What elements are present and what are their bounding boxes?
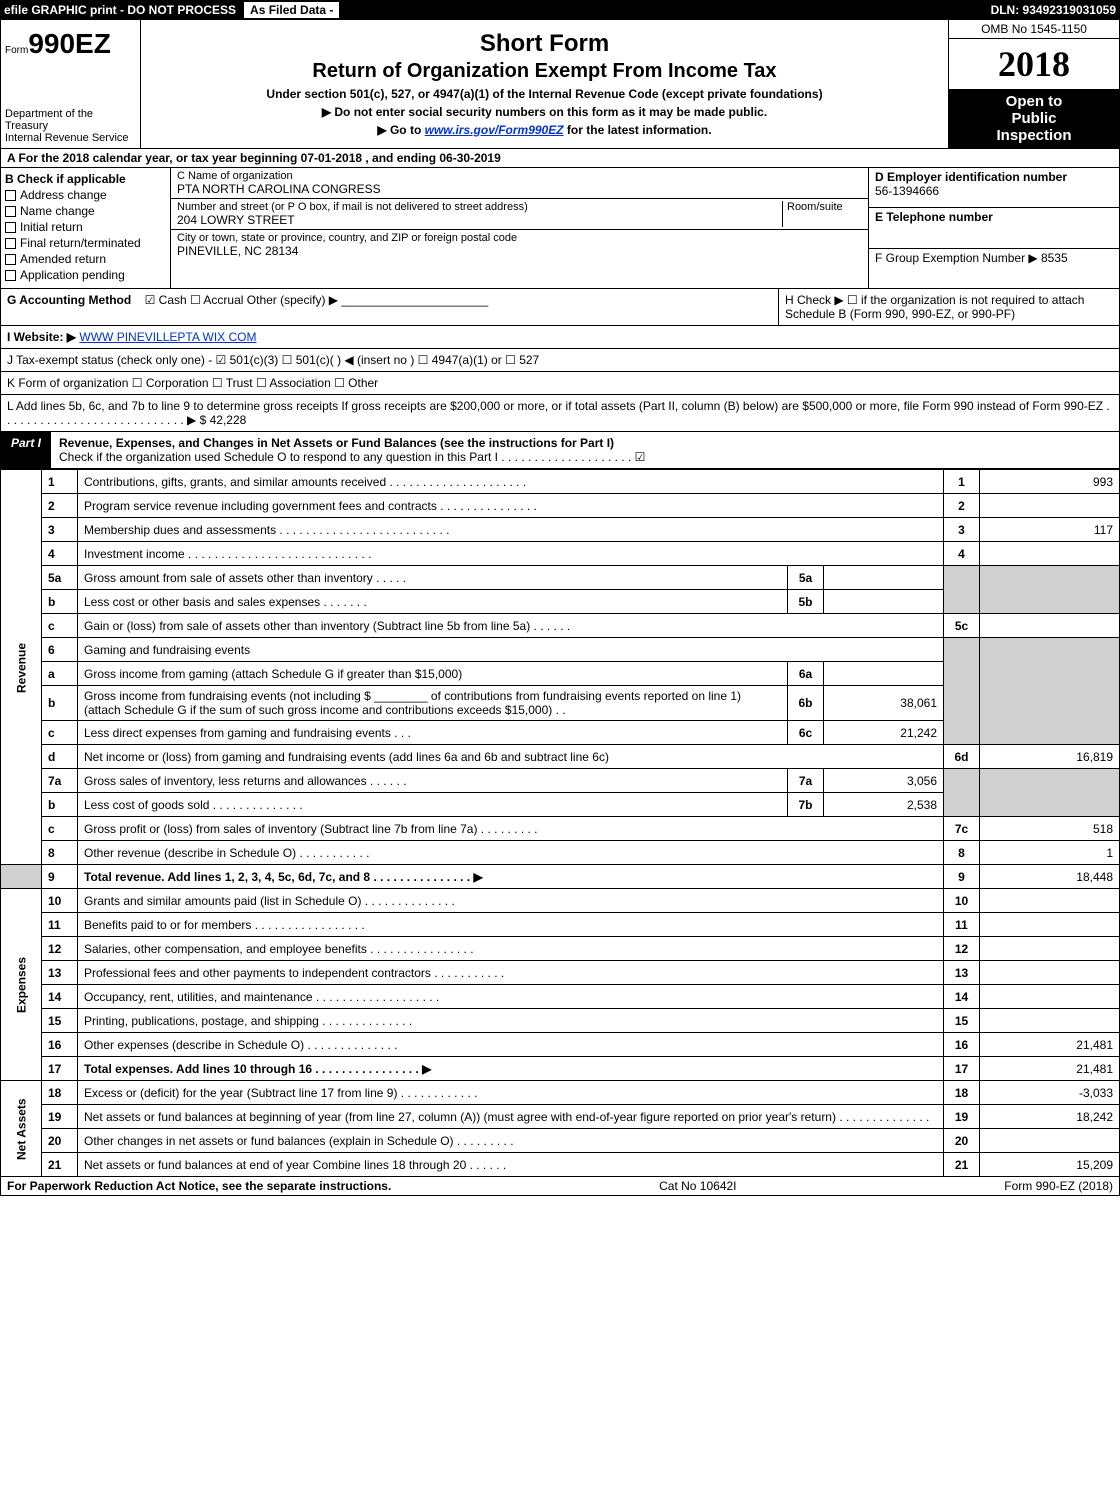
g-label: G Accounting Method (7, 293, 131, 307)
form-prefix: Form (5, 45, 28, 56)
side-revenue: Revenue (1, 470, 42, 865)
form-header: Form990EZ Department of the Treasury Int… (0, 20, 1120, 149)
footer-left: For Paperwork Reduction Act Notice, see … (7, 1179, 391, 1193)
check-amended[interactable]: Amended return (5, 252, 166, 266)
part-i-title: Revenue, Expenses, and Changes in Net As… (59, 436, 614, 450)
side-net-assets: Net Assets (1, 1081, 42, 1177)
section-b: B Check if applicable Address change Nam… (1, 168, 171, 288)
footer-right: Form 990-EZ (2018) (1004, 1179, 1113, 1193)
g-h-row: G Accounting Method ☑ Cash ☐ Accrual Oth… (0, 289, 1120, 326)
city: PINEVILLE, NC 28134 (177, 244, 862, 258)
c-name-label: C Name of organization (177, 170, 862, 182)
h-note: H Check ▶ ☐ if the organization is not r… (779, 289, 1119, 325)
street: 204 LOWRY STREET (177, 213, 782, 227)
check-initial[interactable]: Initial return (5, 220, 166, 234)
check-final[interactable]: Final return/terminated (5, 236, 166, 250)
i-row: I Website: ▶ WWW PINEVILLEPTA WIX COM (0, 326, 1120, 349)
check-pending[interactable]: Application pending (5, 268, 166, 282)
dln: DLN: 93492319031059 (991, 3, 1116, 17)
title-short-form: Short Form (149, 30, 940, 58)
title-return: Return of Organization Exempt From Incom… (149, 60, 940, 83)
dept-treasury: Department of the Treasury (5, 108, 136, 132)
website-link[interactable]: WWW PINEVILLEPTA WIX COM (79, 330, 256, 344)
l-row: L Add lines 5b, 6c, and 7b to line 9 to … (0, 395, 1120, 432)
org-name: PTA NORTH CAROLINA CONGRESS (177, 182, 862, 196)
top-bar: efile GRAPHIC print - DO NOT PROCESS As … (0, 0, 1120, 20)
note-link: ▶ Go to www.irs.gov/Form990EZ for the la… (149, 123, 940, 137)
addr-label: Number and street (or P O box, if mail i… (177, 201, 782, 213)
subtitle: Under section 501(c), 527, or 4947(a)(1)… (149, 87, 940, 101)
as-filed-pill: As Filed Data - (244, 2, 339, 18)
open-public: Open to Public Inspection (949, 89, 1119, 148)
f-label: F Group Exemption Number ▶ 8535 (875, 251, 1113, 265)
section-c: C Name of organization PTA NORTH CAROLIN… (171, 168, 869, 288)
footer: For Paperwork Reduction Act Notice, see … (0, 1177, 1120, 1196)
form-number: 990EZ (28, 28, 111, 59)
efile-label: efile GRAPHIC print - DO NOT PROCESS (4, 3, 236, 17)
j-row: J Tax-exempt status (check only one) - ☑… (0, 349, 1120, 372)
g-options: ☑ Cash ☐ Accrual Other (specify) ▶ (145, 293, 338, 307)
section-b-label: B Check if applicable (5, 172, 166, 186)
section-def: D Employer identification number 56-1394… (869, 168, 1119, 288)
irs-link[interactable]: www.irs.gov/Form990EZ (425, 123, 564, 137)
tax-year: 2018 (949, 39, 1119, 89)
part-i-check: Check if the organization used Schedule … (59, 450, 645, 464)
part-i-label: Part I (1, 432, 51, 468)
side-expenses: Expenses (1, 889, 42, 1081)
e-label: E Telephone number (875, 210, 1113, 224)
header-grid: B Check if applicable Address change Nam… (0, 168, 1120, 289)
room-label: Room/suite (787, 201, 862, 213)
dept-irs: Internal Revenue Service (5, 132, 136, 144)
city-label: City or town, state or province, country… (177, 232, 862, 244)
form-number-block: Form990EZ (1, 20, 140, 64)
check-address[interactable]: Address change (5, 188, 166, 202)
part-i-header: Part I Revenue, Expenses, and Changes in… (0, 432, 1120, 469)
note-ssn: ▶ Do not enter social security numbers o… (149, 105, 940, 119)
footer-mid: Cat No 10642I (659, 1179, 736, 1193)
lines-table: Revenue 1 Contributions, gifts, grants, … (0, 469, 1120, 1177)
k-row: K Form of organization ☐ Corporation ☐ T… (0, 372, 1120, 395)
section-a: A For the 2018 calendar year, or tax yea… (0, 149, 1120, 168)
omb-no: OMB No 1545-1150 (949, 20, 1119, 39)
d-label: D Employer identification number (875, 170, 1113, 184)
ein: 56-1394666 (875, 184, 1113, 198)
check-name[interactable]: Name change (5, 204, 166, 218)
